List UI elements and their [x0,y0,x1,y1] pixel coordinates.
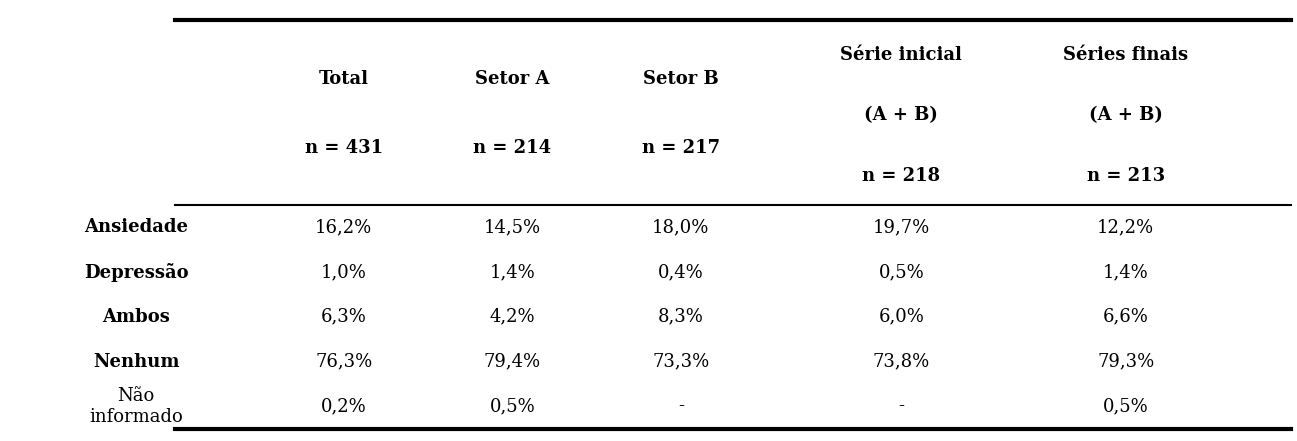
Text: 8,3%: 8,3% [658,308,704,326]
Text: Total: Total [319,71,368,88]
Text: Não
informado: Não informado [89,387,183,426]
Text: Séries finais: Séries finais [1064,46,1188,64]
Text: n = 213: n = 213 [1087,168,1165,185]
Text: 0,4%: 0,4% [658,263,704,281]
Text: -: - [899,397,904,415]
Text: Nenhum: Nenhum [93,352,179,370]
Text: Depressão: Depressão [84,263,188,282]
Text: 6,0%: 6,0% [878,308,925,326]
Text: 73,8%: 73,8% [873,352,930,370]
Text: n = 217: n = 217 [642,139,720,157]
Text: Ambos: Ambos [102,308,170,326]
Text: 0,5%: 0,5% [1102,397,1149,415]
Text: -: - [678,397,684,415]
Text: (A + B): (A + B) [865,106,938,123]
Text: Ansiedade: Ansiedade [84,218,188,236]
Text: n = 218: n = 218 [863,168,940,185]
Text: 14,5%: 14,5% [484,218,541,236]
Text: 6,6%: 6,6% [1102,308,1149,326]
Text: 0,2%: 0,2% [320,397,367,415]
Text: 73,3%: 73,3% [652,352,709,370]
Text: 76,3%: 76,3% [315,352,372,370]
Text: 1,4%: 1,4% [489,263,536,281]
Text: 79,4%: 79,4% [484,352,541,370]
Text: (A + B): (A + B) [1089,106,1162,123]
Text: 12,2%: 12,2% [1097,218,1154,236]
Text: n = 214: n = 214 [473,139,551,157]
Text: 1,0%: 1,0% [320,263,367,281]
Text: Setor A: Setor A [475,71,550,88]
Text: 79,3%: 79,3% [1097,352,1154,370]
Text: 19,7%: 19,7% [873,218,930,236]
Text: Série inicial: Série inicial [840,46,962,64]
Text: 18,0%: 18,0% [652,218,709,236]
Text: 4,2%: 4,2% [489,308,536,326]
Text: 0,5%: 0,5% [489,397,536,415]
Text: 1,4%: 1,4% [1102,263,1149,281]
Text: Setor B: Setor B [643,71,719,88]
Text: n = 431: n = 431 [305,139,383,157]
Text: 6,3%: 6,3% [320,308,367,326]
Text: 0,5%: 0,5% [878,263,925,281]
Text: 16,2%: 16,2% [315,218,372,236]
